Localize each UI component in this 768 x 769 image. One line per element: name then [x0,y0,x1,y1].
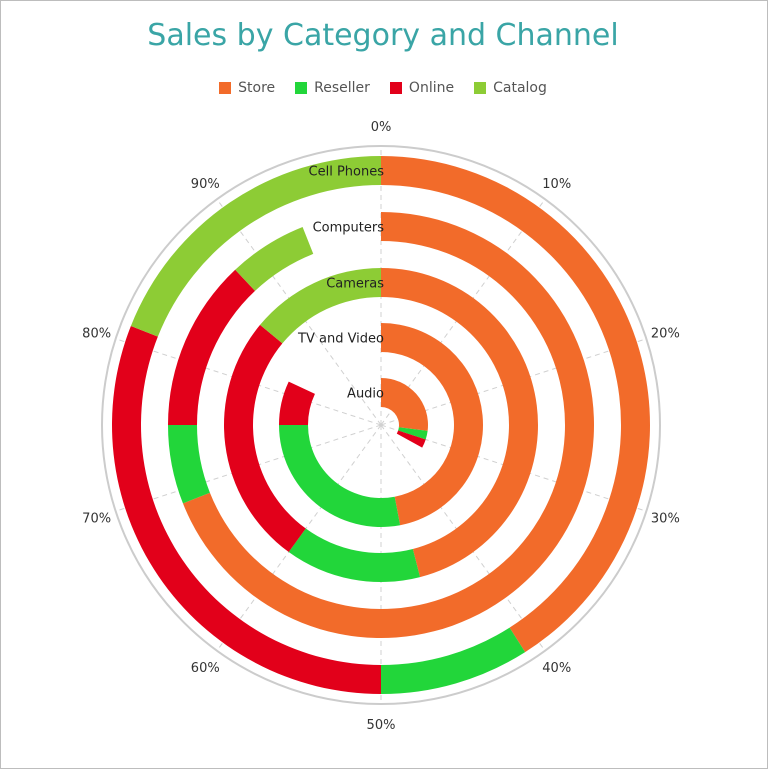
legend-swatch [219,82,232,94]
bar-segment-online-cameras[interactable] [223,324,306,553]
bar-segment-reseller-cell-phones[interactable] [381,627,526,694]
legend-label: Catalog [493,80,547,96]
bar-segment-store-cell-phones[interactable] [381,156,650,653]
chart-title: Sales by Category and Channel [147,18,619,53]
outer-circle [101,145,661,705]
angular-tick-label: 90% [191,177,220,192]
angular-tick-label: 50% [367,718,396,733]
category-label: TV and Video [297,332,384,347]
legend-item-online[interactable]: Online [389,80,455,96]
category-label: Audio [347,387,384,402]
legend-label: Online [408,80,455,96]
bar-segment-catalog-cell-phones[interactable] [130,156,381,337]
bar-segment-store-cameras[interactable] [381,268,538,578]
angular-tick-label: 40% [542,661,571,676]
angular-tick-label: 20% [651,327,680,342]
legend-label: Reseller [314,80,370,96]
bar-segment-online-tv-and-video[interactable] [279,381,315,425]
angular-tick-label: 70% [82,511,111,526]
legend-item-store[interactable]: Store [219,80,275,96]
legend-swatch [295,82,308,94]
bar-segment-online-computers[interactable] [168,269,256,425]
legend-item-reseller[interactable]: Reseller [295,80,370,96]
bar-segment-store-audio[interactable] [381,378,428,431]
angular-tick-label: 30% [651,511,680,526]
angular-tick-label: 80% [82,327,111,342]
bar-segment-reseller-computers[interactable] [168,425,210,504]
bar-segment-catalog-cameras[interactable] [260,268,381,344]
chart-legend: Store Reseller Online Catalog [0,80,766,96]
bar-segment-reseller-tv-and-video[interactable] [279,425,401,527]
angular-tick-label: 10% [542,177,571,192]
bar-segment-reseller-cameras[interactable] [288,528,421,582]
legend-swatch [389,82,402,94]
legend-label: Store [238,80,276,96]
bar-segment-online-cell-phones[interactable] [111,325,382,694]
legend-item-catalog[interactable]: Catalog [474,80,547,96]
category-label: Computers [313,221,385,236]
category-label: Cameras [326,277,384,292]
angular-tick-label: 0% [371,120,392,135]
category-label: Cell Phones [309,165,385,180]
legend-swatch [474,82,487,94]
angular-tick-label: 60% [191,661,220,676]
bar-segment-catalog-computers[interactable] [235,226,314,291]
bar-segment-online-audio[interactable] [396,430,426,448]
bar-segment-reseller-audio[interactable] [398,427,428,440]
bar-segment-store-tv-and-video[interactable] [381,323,483,526]
